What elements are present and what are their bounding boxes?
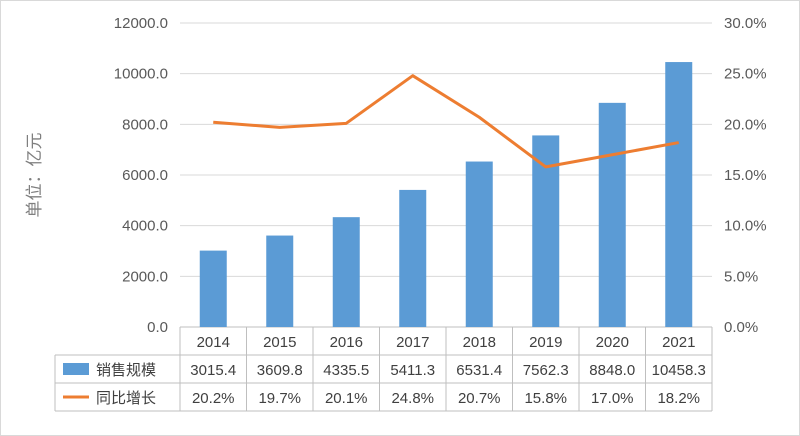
x-tick-label: 2017 — [396, 334, 429, 351]
y-tick-label: 4000.0 — [122, 218, 168, 235]
y-tick-label: 8000.0 — [122, 116, 168, 133]
bar — [665, 62, 693, 328]
line-data-label: 19.7% — [258, 390, 301, 407]
y2-tick-label: 30.0% — [724, 15, 767, 32]
x-tick-label: 2015 — [263, 334, 296, 351]
bar-data-label: 4335.5 — [323, 362, 369, 379]
y-tick-label: 6000.0 — [122, 167, 168, 184]
bar — [266, 235, 294, 327]
series-line — [213, 74, 680, 169]
y-axis-title: 单位：亿元 — [25, 133, 45, 218]
line-data-label: 18.2% — [657, 390, 700, 407]
line-data-label: 15.8% — [524, 390, 567, 407]
bar — [332, 217, 360, 327]
y-tick-label: 0.0 — [147, 319, 168, 336]
bar-data-label: 5411.3 — [390, 362, 435, 379]
y2-tick-label: 10.0% — [724, 218, 767, 235]
y2-tick-label: 15.0% — [724, 167, 767, 184]
legend-label: 销售规模 — [96, 361, 156, 379]
line-data-label: 24.8% — [391, 390, 434, 407]
bar-data-label: 3609.8 — [257, 362, 303, 379]
y-tick-label: 2000.0 — [122, 268, 168, 285]
x-tick-label: 2019 — [529, 334, 562, 351]
y2-tick-label: 5.0% — [724, 268, 758, 285]
line-data-label: 17.0% — [591, 390, 634, 407]
line-data-label: 20.2% — [192, 390, 235, 407]
x-tick-label: 2016 — [330, 334, 363, 351]
x-tick-label: 2021 — [662, 334, 695, 351]
bar — [598, 102, 626, 327]
y2-tick-label: 0.0% — [724, 319, 758, 336]
y2-tick-label: 25.0% — [724, 66, 767, 83]
legend-label: 同比增长 — [96, 389, 156, 407]
line-data-label: 20.7% — [458, 390, 501, 407]
bar-data-label: 3015.4 — [190, 362, 236, 379]
x-tick-label: 2020 — [596, 334, 629, 351]
bar-data-label: 6531.4 — [456, 362, 502, 379]
bar-data-label: 10458.3 — [652, 362, 706, 379]
y-tick-label: 12000.0 — [114, 15, 168, 32]
x-tick-label: 2014 — [197, 334, 230, 351]
bar — [465, 161, 493, 327]
bar — [199, 250, 227, 327]
x-tick-label: 2018 — [463, 334, 496, 351]
legend-bar-swatch — [63, 363, 89, 375]
line-data-label: 20.1% — [325, 390, 368, 407]
bar-data-label: 7562.3 — [523, 362, 569, 379]
bar-data-label: 8848.0 — [589, 362, 635, 379]
bar — [399, 189, 427, 327]
y-tick-label: 10000.0 — [114, 66, 168, 83]
y2-tick-label: 20.0% — [724, 116, 767, 133]
